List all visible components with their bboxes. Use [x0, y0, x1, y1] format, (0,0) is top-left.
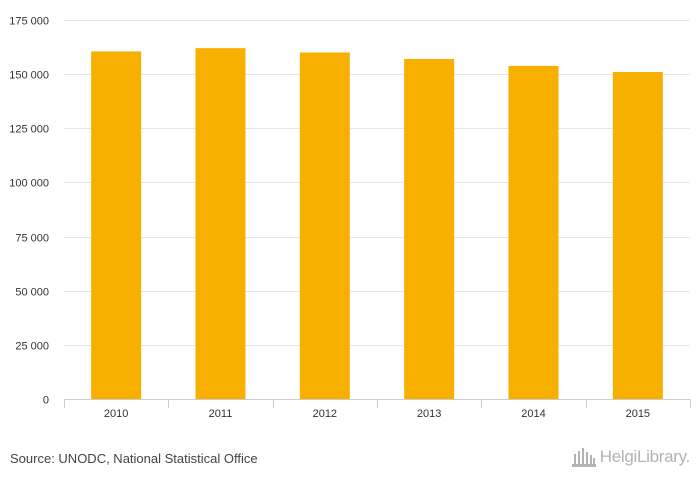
bar-2011 [195, 48, 246, 399]
brand-name: HelgiLibrary. [599, 447, 691, 466]
x-tick-label: 2010 [104, 408, 128, 420]
x-tick-label: 2013 [417, 408, 441, 420]
bar-2012 [299, 52, 350, 399]
chart-footer: Source: UNODC, National Statistical Offi… [0, 440, 700, 483]
bar-2010 [91, 51, 142, 399]
x-tick-label: 2011 [209, 408, 233, 420]
library-building-icon [571, 448, 596, 467]
bar-chart: 0 25 000 50 000 75 000 100 000 125 000 150 000… [9, 16, 691, 420]
y-axis-tick-labels: 0 25 000 50 000 75 000 100 000 125 000 150 000… [9, 16, 49, 407]
source-note: Source: UNODC, National Statistical Offi… [10, 451, 258, 466]
bar-2014 [508, 65, 559, 399]
y-tick-label: 75 000 [15, 233, 49, 245]
y-tick-label: 125 000 [9, 124, 49, 136]
x-tick-label: 2014 [521, 408, 545, 420]
y-tick-label: 100 000 [9, 178, 49, 190]
y-tick-label: 175 000 [9, 16, 49, 28]
bar-2015 [612, 71, 663, 399]
helgi-library-logo[interactable]: HelgiLibrary. [571, 446, 690, 468]
y-tick-label: 50 000 [15, 287, 49, 299]
y-tick-label: 150 000 [9, 70, 49, 82]
x-tick-label: 2012 [313, 408, 337, 420]
x-axis [64, 399, 691, 408]
bars [91, 48, 663, 400]
y-tick-label: 0 [43, 395, 49, 407]
x-axis-tick-labels: 2010 2011 2012 2013 2014 2015 [104, 408, 650, 420]
bar-2013 [404, 58, 455, 400]
x-tick-label: 2015 [626, 408, 650, 420]
grid-lines [64, 20, 690, 346]
y-tick-label: 25 000 [15, 341, 49, 353]
